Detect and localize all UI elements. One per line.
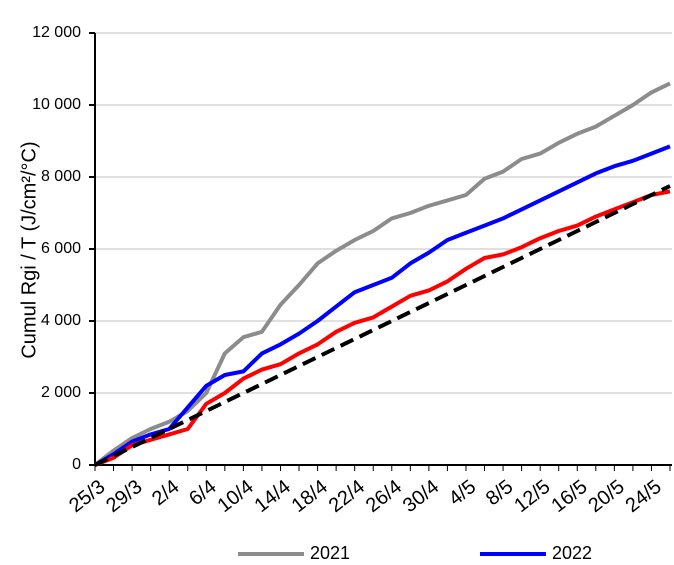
x-tick-label: 10/4 (213, 476, 257, 517)
series-line (94, 184, 671, 467)
x-tick-label: 22/4 (325, 476, 369, 517)
x-tick-label: 4/5 (445, 476, 480, 510)
legend-label: 2021 (310, 543, 350, 563)
x-tick-label: 26/4 (362, 476, 406, 517)
x-tick-label: 30/4 (399, 476, 443, 517)
x-tick-label: 14/4 (251, 476, 295, 517)
series-line (94, 189, 671, 467)
y-axis-label: Cumul Rgi / T (J/cm²/°C) (18, 141, 40, 358)
x-tick-label: 16/5 (547, 476, 591, 517)
y-tick-label: 2 000 (41, 384, 81, 401)
x-tick-label: 20/5 (584, 476, 628, 517)
y-tick-label: 10 000 (32, 96, 81, 113)
series-line (93, 144, 671, 467)
x-tick-label: 8/5 (482, 476, 517, 510)
x-tick-label: 6/4 (185, 476, 220, 510)
x-tick-label: 24/5 (622, 476, 666, 517)
x-tick-label: 29/3 (102, 476, 146, 517)
legend-label: 2022 (552, 543, 592, 563)
x-tick-label: 18/4 (288, 476, 332, 517)
x-tick-label: 2/4 (148, 476, 183, 510)
x-tick-label: 25/3 (65, 476, 109, 517)
y-tick-label: 8 000 (41, 168, 81, 185)
series-line (93, 81, 671, 467)
y-tick-label: 0 (72, 456, 81, 473)
x-tick-label: 12/5 (510, 476, 554, 517)
y-tick-label: 4 000 (41, 312, 81, 329)
y-tick-label: 12 000 (32, 24, 81, 41)
y-tick-label: 6 000 (41, 240, 81, 257)
